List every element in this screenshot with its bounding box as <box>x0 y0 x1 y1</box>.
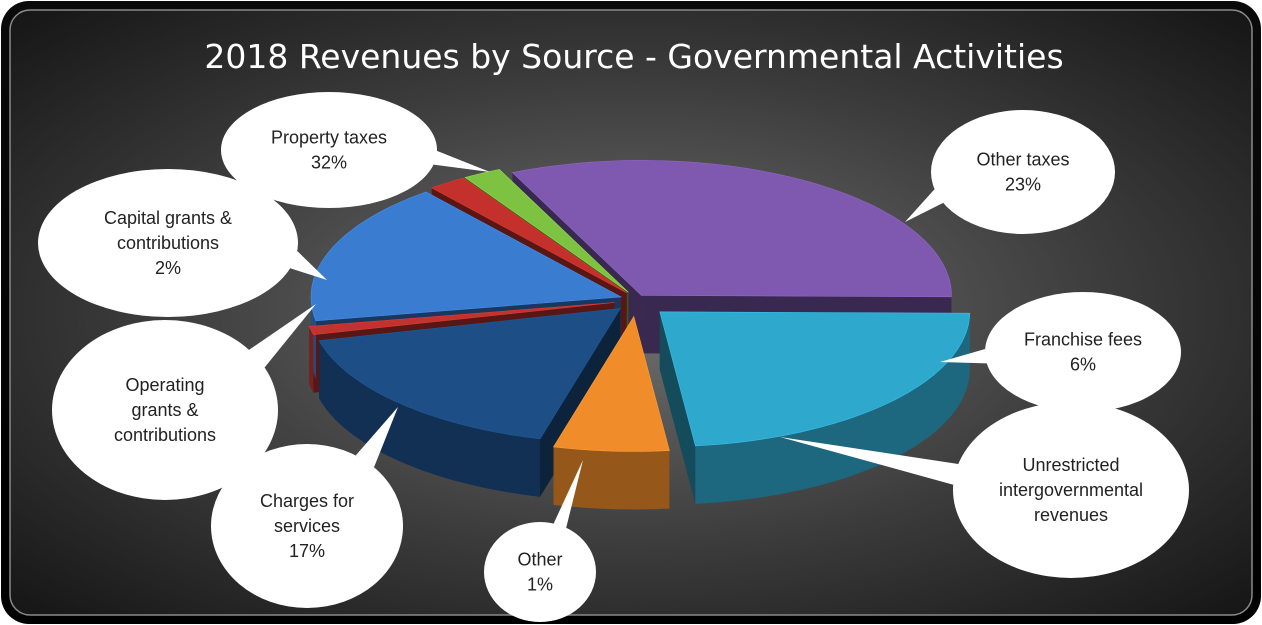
slice-depth-unrestricted-intergovernmental-revenues <box>319 340 540 497</box>
chart-title: 2018 Revenues by Source - Governmental A… <box>204 37 1063 76</box>
callout-label: revenues <box>1034 505 1108 525</box>
callout: Franchise fees 6% <box>940 292 1181 412</box>
slice-depth-other <box>309 326 314 393</box>
callout: Other taxes 23% <box>905 110 1115 234</box>
callout-pointer <box>940 348 987 364</box>
callout-label: 6% <box>1070 355 1096 375</box>
callout-label: Operating <box>125 375 204 395</box>
callouts: Property taxes 32% Other taxes 23% Franchise… <box>38 92 1189 622</box>
callout-label: Other <box>517 550 562 570</box>
callout: Charges for services 17% <box>211 407 403 608</box>
slice-other-taxes <box>659 311 971 447</box>
slice-operating-grants-contributions <box>430 177 627 294</box>
callout-bubble <box>221 92 437 208</box>
slice-unrestricted-intergovernmental-revenues <box>318 308 621 440</box>
callout-pointer <box>355 407 398 468</box>
callout-label: 2% <box>155 258 181 278</box>
callout-bubble <box>931 110 1115 234</box>
callout-label: intergovernmental <box>999 480 1143 500</box>
callout-label: 1% <box>527 575 553 595</box>
callout-pointer <box>905 189 944 222</box>
callout-pointer <box>780 437 959 485</box>
callout-label: contributions <box>114 425 216 445</box>
callout-label: contributions <box>117 233 219 253</box>
callout-bubble <box>211 444 403 608</box>
slice-franchise-fees <box>552 315 670 452</box>
callout-pointer <box>433 150 490 172</box>
callout-bubble <box>38 169 298 317</box>
callout: Capital grants & contributions 2% <box>38 169 327 317</box>
callout-label: grants & <box>131 400 198 420</box>
callout-bubble <box>985 292 1181 412</box>
callout-pointer <box>249 304 316 368</box>
callout-label: services <box>274 516 340 536</box>
callout: Operating grants & contributions <box>52 304 316 500</box>
callout: Property taxes 32% <box>221 92 490 208</box>
callout-label: Charges for <box>260 491 354 511</box>
slice-property-taxes <box>511 160 952 298</box>
slice-capital-grants-contributions <box>464 169 629 293</box>
slice-depth-other-taxes <box>695 313 970 504</box>
slice-depth-other-taxes <box>659 311 696 504</box>
callout-label: Franchise fees <box>1024 330 1142 350</box>
callout-bubble <box>484 522 596 622</box>
callout-label: 23% <box>1005 175 1041 195</box>
callout-label: Property taxes <box>271 128 387 148</box>
callout-label: 17% <box>289 541 325 561</box>
callout-label: 32% <box>311 153 347 173</box>
callout: Unrestricted intergovernmental revenues <box>780 402 1189 578</box>
callout: Other 1% <box>484 460 596 622</box>
callout-pointer <box>553 460 583 528</box>
callout-label: Capital grants & <box>104 208 232 228</box>
callout-pointer <box>290 251 327 280</box>
slice-depth-franchise-fees <box>553 446 670 510</box>
pie-tops <box>309 160 971 452</box>
slice-other <box>309 302 615 336</box>
slice-charges-for-services <box>310 191 623 322</box>
callout-label: Other taxes <box>976 150 1069 170</box>
callout-bubble <box>52 320 278 500</box>
callout-label: Unrestricted <box>1022 455 1119 475</box>
callout-bubble <box>953 402 1189 578</box>
